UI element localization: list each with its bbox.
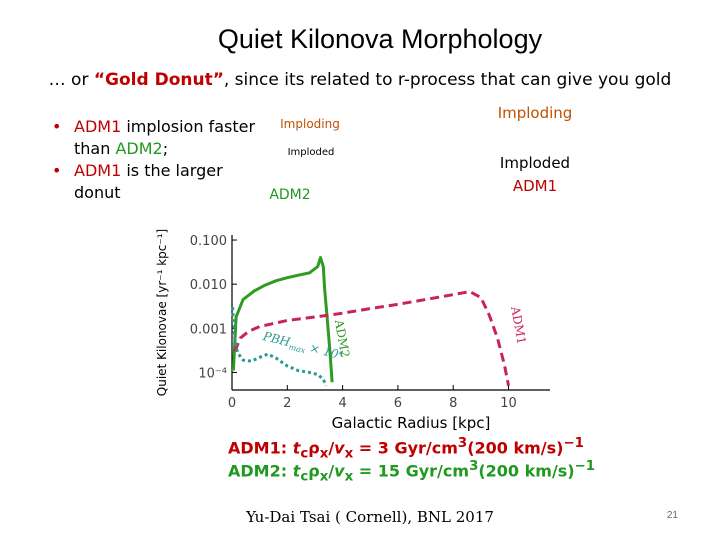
imploded-big-label: Imploded [499,154,571,172]
x-axis-label: Galactic Radius [kpc] [332,414,491,432]
adm2-label: ADM2 [269,187,311,203]
y-tick-label: 0.100 [190,234,227,249]
formula-sub: x [344,446,354,462]
series-line-adm2 [231,256,334,383]
kilonova-chart: 0 2 4 6 8 10 10⁻⁴ 0.001 0.010 0.100 ADM2 ADM1 PBHma… [155,229,550,432]
bullet-dot-icon: • [52,117,62,136]
x-tick-label: 10 [500,396,517,411]
adm1-formula: ADM1: tcρx/vx = 3 Gyr/cm3(200 km/s)−1 [228,436,584,462]
pbh-label-main: PBH [261,329,292,350]
x-tick-label: 4 [338,396,346,411]
x-tick-label: 8 [449,396,457,411]
formula-var: ρ [308,438,320,458]
bullet-term: ADM1 [74,117,122,136]
formula-eq: = 3 Gyr/cm [353,438,458,458]
chart-curve-labels: ADM2 ADM1 PBHmax × 10⁴ [260,304,529,365]
bullet-term: ADM1 [74,161,122,180]
imploding-big-label: Imploding [497,104,573,122]
chart-axes [231,235,550,391]
footer-citation: Yu-Dai Tsai ( Cornell), BNL 2017 [246,508,494,526]
series-line-adm1 [233,290,510,386]
y-tick-label: 10⁻⁴ [198,366,227,381]
pbh-label-sub: max [288,342,307,355]
bullet-text: is the larger donut [74,161,223,202]
subtitle-suffix: , since its related to r-process that ca… [223,70,672,90]
subtitle-prefix: … or [48,70,94,90]
adm1-curve-label: ADM1 [508,304,529,345]
bullet-list: • ADM1 implosion faster than ADM2; • ADM1 … [36,116,256,204]
adm2-curve-label: ADM2 [332,318,353,359]
bullet-dot-icon: • [52,161,62,180]
x-tick-label: 2 [283,396,291,411]
chart-ticks: 0 2 4 6 8 10 10⁻⁴ 0.001 0.010 0.100 [190,234,517,411]
formula-var: v [334,461,345,481]
bullet-term: ADM2 [115,139,163,158]
imploding-small-label: Imploding [280,117,340,131]
formula-sub: x [319,469,329,485]
formula-tail: (200 km/s) [478,461,575,481]
formula-sub: x [344,469,354,485]
formula-tail: (200 km/s) [467,438,564,458]
imploded-small-label: Imploded [287,147,335,158]
formula-sup: −1 [563,436,584,451]
adm2-formula: ADM2: tcρx/vx = 15 Gyr/cm3(200 km/s)−1 [228,459,595,485]
formula-var: t [292,461,301,481]
formula-sup: 3 [469,459,479,474]
pbh-curve-label: PBHmax × 10⁴ [260,329,345,365]
y-axis-label: Quiet Kilonovae [yr⁻¹ kpc⁻¹] [155,229,169,396]
formula-sub: x [319,446,329,462]
formula-var: t [292,438,301,458]
bullet-text: implosion faster than [74,117,256,158]
chart-series [231,256,510,387]
formula-sup: −1 [574,459,596,474]
x-tick-label: 6 [394,396,402,411]
slide-subtitle: … or “Gold Donut”, since its related to … [0,70,720,90]
x-tick-label: 0 [228,396,236,411]
bullet-item: • ADM1 is the larger donut [36,160,256,204]
page-number: 21 [666,510,678,521]
adm1-label: ADM1 [512,177,558,195]
subtitle-highlight: “Gold Donut” [93,70,224,90]
formula-sub: c [300,469,309,485]
formula-sub: c [300,446,309,462]
bullet-text: ; [162,139,169,158]
formula-slash: / [328,438,335,458]
slide-title: Quiet Kilonova Morphology [217,24,543,54]
y-tick-label: 0.010 [190,278,227,293]
formula-label: ADM1: [228,438,288,458]
series-line-pbh-max-10- [231,307,328,387]
formula-label: ADM2: [228,461,288,481]
formula-sup: 3 [457,436,468,451]
formula-var: ρ [308,461,320,481]
bullet-item: • ADM1 implosion faster than ADM2; [36,116,256,160]
formula-eq: = 15 Gyr/cm [353,461,470,481]
y-tick-label: 0.001 [190,322,227,337]
formula-slash: / [328,461,335,481]
formula-var: v [334,438,345,458]
